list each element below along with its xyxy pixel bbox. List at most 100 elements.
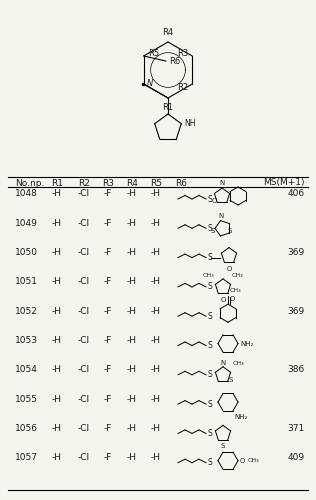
- Text: CH₃: CH₃: [248, 458, 260, 463]
- Text: -H: -H: [127, 366, 137, 374]
- Text: -H: -H: [151, 453, 161, 462]
- Text: -H: -H: [151, 366, 161, 374]
- Text: -H: -H: [52, 306, 62, 316]
- Text: R1: R1: [51, 178, 63, 188]
- Text: NH₂: NH₂: [240, 340, 253, 346]
- Text: S: S: [207, 458, 212, 467]
- Text: 1054: 1054: [15, 366, 38, 374]
- Text: -Cl: -Cl: [78, 336, 90, 345]
- Text: O: O: [230, 296, 235, 302]
- Text: -H: -H: [151, 424, 161, 433]
- Text: S: S: [207, 253, 212, 262]
- Text: S: S: [207, 429, 212, 438]
- Text: 1056: 1056: [15, 424, 38, 433]
- Text: NH₂: NH₂: [234, 414, 247, 420]
- Text: S: S: [207, 282, 212, 292]
- Text: 369: 369: [288, 248, 305, 257]
- Text: -H: -H: [127, 453, 137, 462]
- Text: 386: 386: [288, 366, 305, 374]
- Text: 1055: 1055: [15, 394, 38, 404]
- Text: R3: R3: [177, 48, 188, 58]
- Text: -H: -H: [127, 278, 137, 286]
- Text: O: O: [220, 297, 226, 303]
- Text: S: S: [207, 341, 212, 350]
- Text: No.np.: No.np.: [15, 178, 44, 188]
- Text: -Cl: -Cl: [78, 366, 90, 374]
- Text: S: S: [221, 444, 225, 450]
- Text: 1050: 1050: [15, 248, 38, 257]
- Text: -H: -H: [151, 219, 161, 228]
- Text: -H: -H: [151, 306, 161, 316]
- Text: -F: -F: [104, 190, 112, 198]
- Text: S: S: [207, 224, 212, 233]
- Text: -H: -H: [127, 424, 137, 433]
- Text: CH₃: CH₃: [232, 273, 244, 278]
- Text: R5: R5: [148, 48, 159, 58]
- Text: S: S: [211, 228, 215, 234]
- Text: -Cl: -Cl: [78, 453, 90, 462]
- Text: -Cl: -Cl: [78, 219, 90, 228]
- Text: 371: 371: [288, 424, 305, 433]
- Text: -Cl: -Cl: [78, 278, 90, 286]
- Text: -H: -H: [52, 453, 62, 462]
- Text: -H: -H: [151, 278, 161, 286]
- Text: -H: -H: [127, 219, 137, 228]
- Text: S: S: [228, 228, 232, 234]
- Text: R1: R1: [162, 103, 173, 112]
- Text: -F: -F: [104, 306, 112, 316]
- Text: 1057: 1057: [15, 453, 38, 462]
- Text: -H: -H: [127, 248, 137, 257]
- Text: -H: -H: [127, 394, 137, 404]
- Text: R2: R2: [177, 82, 188, 92]
- Text: O: O: [211, 198, 217, 204]
- Text: -H: -H: [151, 248, 161, 257]
- Text: 406: 406: [288, 190, 305, 198]
- Text: 1048: 1048: [15, 190, 38, 198]
- Text: 1053: 1053: [15, 336, 38, 345]
- Text: -F: -F: [104, 336, 112, 345]
- Text: 1052: 1052: [15, 306, 38, 316]
- Text: N: N: [218, 214, 224, 220]
- Text: CH₃: CH₃: [202, 273, 214, 278]
- Text: -Cl: -Cl: [78, 306, 90, 316]
- Text: -F: -F: [104, 278, 112, 286]
- Text: -Cl: -Cl: [78, 394, 90, 404]
- Text: -H: -H: [52, 190, 62, 198]
- Text: 1049: 1049: [15, 219, 38, 228]
- Text: -H: -H: [127, 336, 137, 345]
- Text: S: S: [207, 370, 212, 380]
- Text: -H: -H: [52, 424, 62, 433]
- Text: -F: -F: [104, 453, 112, 462]
- Text: O: O: [240, 458, 246, 464]
- Text: -H: -H: [151, 336, 161, 345]
- Text: S: S: [229, 377, 233, 383]
- Text: -Cl: -Cl: [78, 248, 90, 257]
- Text: -H: -H: [151, 190, 161, 198]
- Text: -Cl: -Cl: [78, 424, 90, 433]
- Text: -F: -F: [104, 366, 112, 374]
- Text: 1051: 1051: [15, 278, 38, 286]
- Text: -H: -H: [52, 366, 62, 374]
- Text: -H: -H: [52, 248, 62, 257]
- Text: -H: -H: [52, 394, 62, 404]
- Text: -H: -H: [127, 190, 137, 198]
- Text: -H: -H: [52, 278, 62, 286]
- Text: S: S: [207, 194, 212, 203]
- Text: N: N: [147, 80, 153, 88]
- Text: -H: -H: [52, 336, 62, 345]
- Text: R6: R6: [175, 178, 187, 188]
- Text: 369: 369: [288, 306, 305, 316]
- Text: O: O: [226, 266, 232, 272]
- Text: 409: 409: [288, 453, 305, 462]
- Text: -H: -H: [127, 306, 137, 316]
- Text: N: N: [219, 180, 225, 186]
- Text: CH₃: CH₃: [233, 361, 245, 366]
- Text: S: S: [207, 400, 212, 408]
- Text: -Cl: -Cl: [78, 190, 90, 198]
- Text: CH₃: CH₃: [230, 288, 242, 293]
- Text: -H: -H: [52, 219, 62, 228]
- Text: -F: -F: [104, 394, 112, 404]
- Text: R5: R5: [150, 178, 162, 188]
- Text: R6: R6: [169, 56, 180, 66]
- Text: -F: -F: [104, 248, 112, 257]
